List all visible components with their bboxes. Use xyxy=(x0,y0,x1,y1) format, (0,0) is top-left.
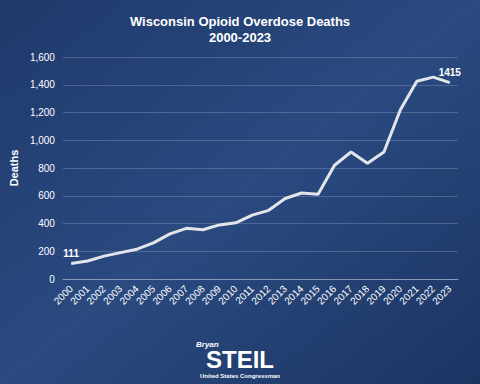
svg-text:2006: 2006 xyxy=(150,283,174,307)
svg-text:Deaths: Deaths xyxy=(8,150,20,187)
svg-text:2012: 2012 xyxy=(249,283,273,307)
svg-text:1415: 1415 xyxy=(439,67,462,78)
svg-text:2009: 2009 xyxy=(199,283,224,307)
svg-text:2003: 2003 xyxy=(100,283,125,307)
svg-text:2007: 2007 xyxy=(166,283,191,307)
svg-text:2023: 2023 xyxy=(430,283,454,307)
svg-text:STEIL: STEIL xyxy=(206,346,274,373)
svg-text:2013: 2013 xyxy=(265,283,289,307)
svg-text:2014: 2014 xyxy=(282,283,306,307)
svg-text:Wisconsin Opioid Overdose Deat: Wisconsin Opioid Overdose Deaths xyxy=(130,14,350,29)
svg-text:2000: 2000 xyxy=(51,283,75,307)
svg-text:2001: 2001 xyxy=(68,283,92,307)
svg-text:2010: 2010 xyxy=(216,283,240,307)
svg-text:1,600: 1,600 xyxy=(30,52,55,63)
svg-text:2011: 2011 xyxy=(233,283,257,307)
svg-text:2004: 2004 xyxy=(117,283,141,307)
svg-text:0: 0 xyxy=(49,274,55,285)
svg-text:2021: 2021 xyxy=(397,283,421,307)
svg-text:1,400: 1,400 xyxy=(30,79,55,90)
svg-text:2020: 2020 xyxy=(380,283,405,307)
svg-text:200: 200 xyxy=(38,246,55,257)
svg-text:600: 600 xyxy=(38,190,55,201)
svg-text:400: 400 xyxy=(38,218,55,229)
svg-text:2022: 2022 xyxy=(413,283,438,307)
svg-text:2015: 2015 xyxy=(298,283,322,307)
svg-text:United States Congressman: United States Congressman xyxy=(200,373,280,379)
svg-text:Bryan: Bryan xyxy=(196,339,219,349)
svg-text:2016: 2016 xyxy=(314,283,339,307)
svg-text:2002: 2002 xyxy=(84,283,108,307)
svg-text:2019: 2019 xyxy=(364,283,388,307)
svg-text:2018: 2018 xyxy=(347,283,372,307)
svg-text:2008: 2008 xyxy=(183,283,207,307)
svg-text:2017: 2017 xyxy=(331,283,355,307)
svg-text:1,000: 1,000 xyxy=(30,135,55,146)
svg-text:1,200: 1,200 xyxy=(30,107,55,118)
svg-text:111: 111 xyxy=(63,248,79,259)
svg-text:2000-2023: 2000-2023 xyxy=(209,30,271,45)
svg-text:800: 800 xyxy=(38,163,55,174)
svg-text:2005: 2005 xyxy=(133,283,158,307)
